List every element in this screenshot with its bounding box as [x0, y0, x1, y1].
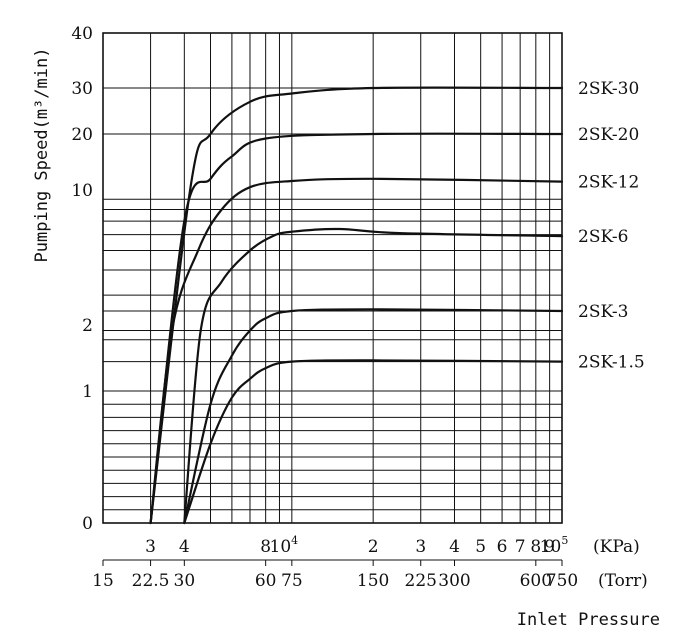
x-kpa-unit: (KPa) — [593, 537, 640, 557]
series-label: 2SK-3 — [578, 302, 629, 322]
x-torr-tick-label: 750 — [546, 571, 578, 591]
x-kpa-tick-label: 8 — [260, 537, 271, 557]
x-kpa-tick-label: 5 — [475, 537, 486, 557]
x-axis-title: Inlet Pressure — [517, 610, 660, 630]
series-label: 2SK-12 — [578, 173, 639, 193]
x-kpa-tick-label: 8 — [530, 537, 541, 557]
x-kpa-tick-label: 4 — [179, 537, 190, 557]
x-kpa-tick-label: 105 — [540, 534, 569, 557]
series-line-2sk-30 — [149, 86, 564, 525]
y-tick-label: 20 — [71, 125, 93, 145]
grid — [102, 32, 563, 524]
y-tick-label: 1 — [82, 382, 93, 402]
x-torr-tick-label: 600 — [520, 571, 552, 591]
x-torr-tick-label: 300 — [438, 571, 470, 591]
x-torr-tick-label: 150 — [357, 571, 389, 591]
x-torr-tick-label: 22.5 — [132, 571, 170, 591]
series-line-2sk-6 — [183, 227, 564, 525]
series-label: 2SK-20 — [578, 125, 639, 145]
y-tick-label: 30 — [71, 79, 93, 99]
x-torr-tick-label: 225 — [405, 571, 437, 591]
y-tick-label: 40 — [71, 24, 93, 44]
y-tick-labels: 0 1 2 10 20 30 40 — [71, 24, 93, 534]
series-line-2sk-20 — [149, 132, 564, 525]
series-line-2sk-3 — [183, 308, 564, 525]
x-kpa-tick-label: 9 — [544, 537, 555, 557]
series-line-2sk-1.5 — [183, 359, 564, 525]
x-kpa-tick-label: 2 — [368, 537, 379, 557]
y-axis-title: Pumping Speed(m³/min) — [32, 48, 52, 263]
series-label: 2SK-30 — [578, 79, 639, 99]
y-tick-label: 10 — [71, 181, 93, 201]
x-kpa-tick-label: 7 — [515, 537, 526, 557]
plot-frame — [102, 32, 563, 524]
x-torr-tick-label: 15 — [92, 571, 114, 591]
x-kpa-tick-label: 6 — [497, 537, 508, 557]
series-label: 2SK-1.5 — [578, 353, 645, 373]
y-tick-label: 0 — [82, 514, 93, 534]
series-line-2sk-12 — [149, 177, 564, 525]
x-kpa-tick-label: 104 — [270, 534, 299, 557]
y-tick-label: 2 — [82, 316, 93, 336]
x-kpa-tick-label: 4 — [449, 537, 460, 557]
series-label: 2SK-6 — [578, 227, 629, 247]
x-torr-tick-label: 30 — [174, 571, 196, 591]
series-curves — [149, 86, 564, 525]
series-labels: 2SK-30 2SK-20 2SK-12 2SK-6 2SK-3 2SK-1.5 — [578, 79, 645, 373]
x-torr-tick-label: 60 — [255, 571, 277, 591]
x-torr-unit: (Torr) — [598, 571, 648, 591]
x-kpa-tick-label: 3 — [145, 537, 156, 557]
x-kpa-tick-label: 3 — [415, 537, 426, 557]
x-torr-tick-label: 75 — [281, 571, 303, 591]
